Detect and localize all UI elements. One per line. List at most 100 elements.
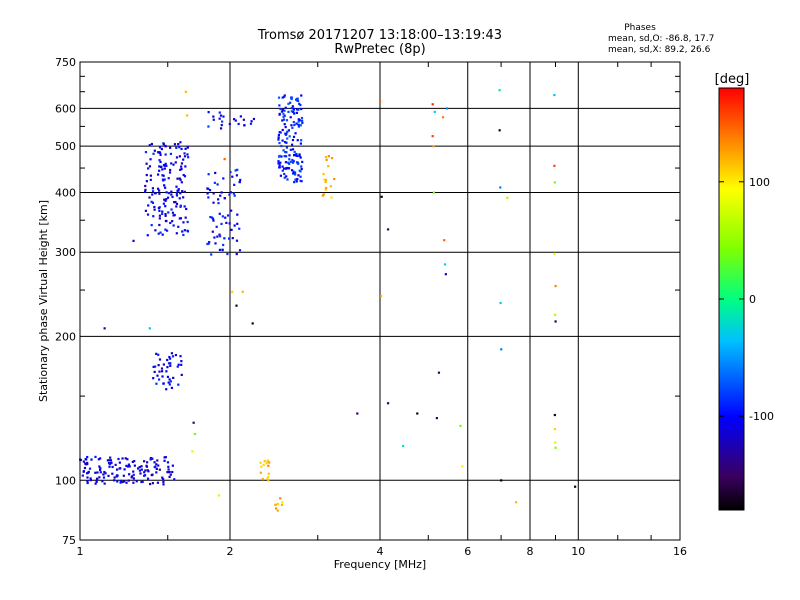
data-point: [161, 174, 164, 177]
data-point: [152, 377, 155, 380]
data-point: [249, 122, 253, 125]
data-point: [292, 135, 296, 138]
data-point: [125, 464, 128, 467]
data-point: [292, 160, 295, 163]
data-point: [212, 118, 215, 121]
data-point: [136, 467, 140, 470]
data-point: [140, 465, 143, 468]
data-point: [141, 480, 144, 483]
data-point: [148, 196, 151, 199]
data-point: [153, 466, 156, 469]
data-point: [193, 432, 197, 436]
data-point: [220, 123, 223, 127]
data-point: [443, 263, 447, 266]
data-point: [115, 468, 119, 471]
data-point: [186, 146, 189, 149]
x-tick-label: 2: [227, 545, 234, 558]
data-point: [299, 179, 302, 182]
data-point: [291, 158, 294, 162]
data-point: [277, 138, 280, 141]
data-point: [104, 472, 107, 475]
data-point: [152, 152, 155, 155]
data-point: [177, 142, 180, 146]
data-point: [226, 252, 229, 256]
data-point: [299, 124, 302, 127]
data-point: [94, 455, 97, 459]
data-point: [175, 232, 178, 235]
data-point: [287, 110, 290, 113]
data-point: [101, 480, 104, 483]
data-point: [162, 363, 165, 366]
data-point: [145, 180, 148, 183]
data-point: [126, 458, 129, 461]
data-point: [210, 253, 213, 256]
data-point: [164, 456, 167, 459]
data-point: [161, 370, 164, 373]
data-point: [110, 461, 113, 464]
data-point: [232, 118, 236, 121]
data-point: [113, 479, 116, 482]
data-point: [282, 115, 285, 119]
data-point: [160, 367, 164, 370]
data-point: [148, 144, 151, 147]
data-point: [167, 381, 170, 384]
data-point: [139, 472, 142, 475]
data-point: [143, 474, 147, 477]
data-point: [182, 196, 185, 199]
data-point: [278, 131, 281, 134]
data-point: [148, 165, 152, 168]
data-point: [164, 186, 167, 189]
data-point: [89, 477, 92, 480]
data-point: [163, 167, 166, 170]
data-point: [179, 355, 182, 358]
data-point: [88, 467, 92, 470]
data-point: [158, 209, 161, 212]
data-point: [379, 100, 382, 103]
data-point: [162, 143, 165, 146]
data-point: [145, 162, 148, 165]
data-point: [169, 146, 172, 149]
data-point: [402, 444, 405, 448]
data-point: [295, 111, 298, 114]
data-point: [553, 93, 556, 97]
data-point: [158, 223, 161, 227]
data-point: [144, 188, 147, 191]
data-point: [515, 501, 518, 504]
data-point: [153, 205, 156, 209]
data-point: [86, 455, 89, 459]
data-point: [299, 103, 302, 107]
data-point: [177, 188, 180, 191]
data-point: [223, 158, 226, 161]
data-point: [132, 473, 135, 476]
data-point: [279, 497, 282, 500]
data-point: [125, 481, 128, 484]
data-point: [178, 197, 181, 200]
data-point: [118, 461, 121, 464]
data-point: [219, 114, 223, 117]
data-point: [554, 320, 557, 323]
data-point: [175, 202, 179, 205]
colorbar-tick-label: 0: [749, 293, 756, 306]
data-point: [82, 460, 85, 463]
data-point: [327, 165, 330, 168]
data-point: [278, 141, 281, 145]
data-point: [186, 220, 189, 224]
data-point: [236, 222, 239, 225]
data-point: [235, 174, 238, 177]
data-point: [154, 229, 157, 232]
data-point: [98, 468, 102, 471]
data-point: [164, 199, 167, 202]
data-point: [160, 147, 163, 151]
data-point: [86, 471, 90, 474]
data-point: [169, 152, 173, 155]
data-point: [300, 167, 303, 171]
data-point: [182, 221, 185, 224]
data-point: [280, 155, 283, 158]
data-point: [443, 239, 446, 242]
data-point: [238, 180, 241, 183]
data-point: [179, 168, 182, 171]
data-point: [380, 195, 383, 198]
data-point: [173, 213, 176, 217]
data-point: [127, 479, 130, 482]
data-point: [498, 89, 501, 92]
